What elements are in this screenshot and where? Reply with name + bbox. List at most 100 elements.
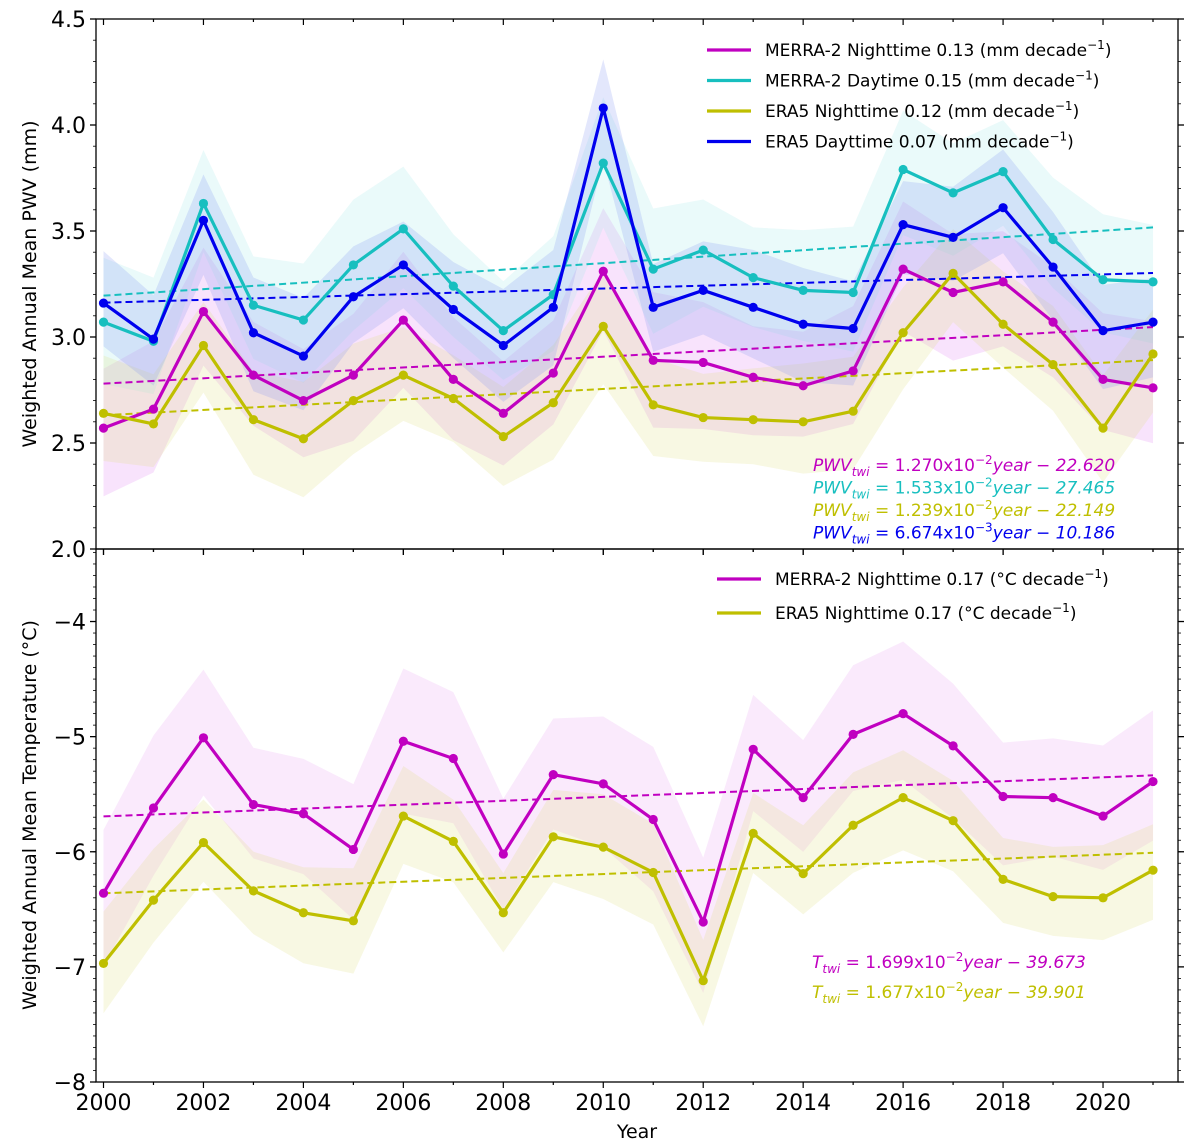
data-point-era5-nighttime-2013 [748,828,758,838]
trend-line-era5-daytime [103,271,1154,304]
data-point-merra-2-nighttime-2002 [198,306,209,317]
data-point-merra-2-nighttime-2009 [548,368,558,378]
pwv-panel: MERRA-2 Nighttime 0.13 (mm decade−1) MERR… [19,8,1184,563]
data-point-era5-nighttime-2007 [448,393,458,404]
pwv-trend-lines [103,226,1154,417]
legend-label-merra-2-nighttime: MERRA-2 Nighttime 0.17 (°C decade−1) [775,567,1109,590]
x-tick-label: 2002 [175,1091,231,1116]
data-point-era5-nighttime-2006 [398,370,408,380]
data-point-merra-2-nighttime-2014 [798,793,808,803]
x-tick-label: 2000 [75,1091,131,1116]
equation-part: = 1.699x10 [840,953,945,973]
data-point-era5-nighttime-2017 [948,816,958,826]
data-point-merra-2-daytime-2011 [648,264,658,274]
data-point-era5-nighttime-2000 [98,408,109,418]
data-point-merra-2-nighttime-2000 [98,888,109,898]
data-point-merra-2-daytime-2002 [198,198,209,209]
data-point-merra-2-nighttime-2017 [948,287,958,298]
data-point-merra-2-daytime-2008 [498,326,508,336]
data-point-merra-2-daytime-2014 [798,285,808,295]
data-point-era5-daytime-2019 [1048,262,1058,272]
series-line-era5-daytime [102,107,1154,359]
data-point-merra-2-nighttime-2015 [848,366,858,376]
data-point-merra-2-nighttime-2011 [648,814,658,825]
data-point-era5-nighttime-2005 [348,396,358,406]
data-point-era5-daytime-2004 [298,351,309,361]
legend-superscript: −1 [1055,99,1073,113]
equation-part: year − 39.673 [962,953,1085,973]
trend-equation-merra-2-nighttime: Ttwi = 1.699x10−2year − 39.673 [812,950,1086,976]
equation-part: PWV [813,501,853,521]
data-point-merra-2-nighttime-2013 [748,744,758,754]
legend-label-era5-daytime: ERA5 Dayttime 0.07 (mm decade−1) [765,130,1074,153]
trend-equation-era5-daytime: PWVtwi = 6.674x10−3year − 10.186 [813,521,1115,547]
trend-equation-era5-nighttime: Ttwi = 1.677x10−2year − 39.901 [812,980,1086,1006]
trend-line-merra-2-nighttime [103,326,1154,385]
data-point-era5-nighttime-2003 [248,886,259,896]
data-point-era5-nighttime-2003 [248,415,259,425]
legend-label-era5-nighttime: ERA5 Nighttime 0.17 (°C decade−1) [775,601,1076,624]
data-point-era5-nighttime-2021 [1148,865,1158,875]
data-point-era5-daytime-2014 [798,319,808,329]
data-point-era5-daytime-2013 [748,302,758,312]
data-point-merra-2-nighttime-2003 [248,799,259,810]
data-point-era5-daytime-2010 [598,103,608,113]
data-point-era5-nighttime-2019 [1048,892,1058,902]
band-era5-nighttime [103,750,1154,1027]
pwv-y-tick-label: 2.5 [51,432,86,457]
data-point-era5-nighttime-2014 [798,869,808,879]
equation-part: PWV [813,479,853,499]
equation-part: T [812,983,824,1003]
band-merra-2-daytime [103,97,1154,395]
data-point-era5-nighttime-2001 [148,895,159,905]
data-point-merra-2-daytime-2020 [1098,275,1108,285]
data-point-era5-daytime-2003 [248,328,259,338]
equation-part: twi [852,465,871,479]
series-line-merra-2-nighttime [102,711,1154,927]
temperature-y-axis-title: Weighted Annual Mean Temperature (°C) [19,620,41,1010]
legend-label-era5-nighttime: ERA5 Nighttime 0.12 (mm decade−1) [765,99,1079,122]
data-point-merra-2-daytime-2013 [748,273,758,283]
data-point-merra-2-daytime-2015 [848,287,858,298]
data-point-era5-nighttime-2021 [1148,349,1158,359]
equation-part: = 6.674x10 [870,524,975,544]
data-point-merra-2-nighttime-2014 [798,381,808,391]
data-point-era5-nighttime-2015 [848,820,858,830]
trend-line-merra-2-nighttime [103,774,1154,818]
x-tick-label: 2010 [575,1091,631,1116]
data-point-merra-2-nighttime-2021 [1148,383,1158,393]
series-line-era5-nighttime [102,795,1154,986]
legend-close-paren: ) [1067,133,1074,153]
data-point-era5-nighttime-2019 [1048,359,1058,370]
pwv-y-tick-label: 3.0 [51,326,86,351]
data-point-merra-2-daytime-2005 [348,260,358,270]
data-point-merra-2-nighttime-2016 [898,264,908,274]
data-point-era5-nighttime-2006 [398,811,408,821]
equation-part: twi [822,992,841,1006]
data-point-merra-2-nighttime-2013 [748,372,758,382]
equation-part: −2 [975,498,993,512]
data-point-era5-nighttime-2002 [198,837,209,848]
data-point-era5-daytime-2011 [648,302,658,312]
pwv-y-axis-title: Weighted Annual Mean PWV (mm) [19,121,41,448]
data-point-era5-nighttime-2020 [1098,423,1108,433]
data-point-era5-daytime-2016 [898,220,908,230]
equation-part: year − 39.901 [962,983,1085,1003]
x-tick-label: 2014 [775,1091,831,1116]
pwv-y-tick-label: 4.5 [51,8,86,33]
trend-line-era5-nighttime [103,359,1154,417]
data-point-era5-nighttime-2013 [748,415,758,425]
data-point-merra-2-nighttime-2008 [498,408,508,418]
x-tick-label: 2016 [875,1091,931,1116]
x-tick-label: 2020 [1075,1091,1131,1116]
data-point-merra-2-nighttime-2000 [98,423,109,433]
equation-part: twi [852,533,871,547]
equation-part: twi [822,962,841,976]
data-point-merra-2-nighttime-2019 [1048,317,1058,327]
equation-part: PWV [813,524,853,544]
data-point-era5-nighttime-2001 [148,419,159,429]
trend-line-era5-nighttime [103,851,1154,895]
data-point-era5-daytime-2018 [998,203,1008,213]
